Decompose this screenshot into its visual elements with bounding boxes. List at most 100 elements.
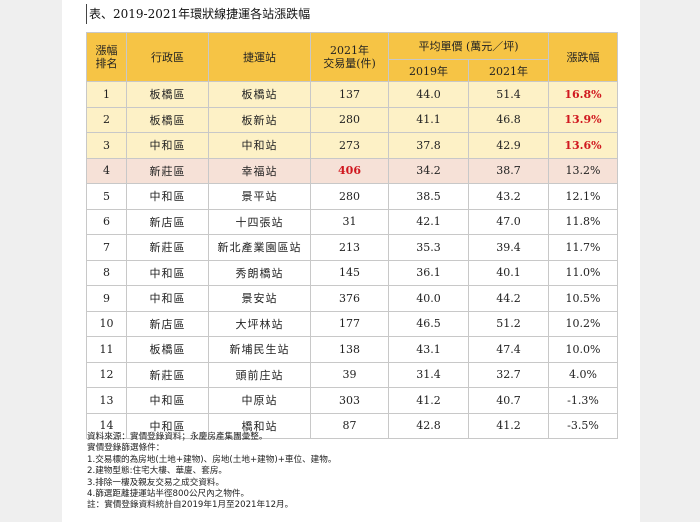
cell-p2019: 34.2 [388, 157, 469, 184]
cell-p2019: 31.4 [388, 361, 469, 388]
header-district: 行政區 [126, 32, 209, 82]
table-row: 10 新店區 大坪林站 177 46.5 51.2 10.2% [86, 310, 618, 337]
cell-p2021: 32.7 [468, 361, 549, 388]
cell-p2019: 35.3 [388, 234, 469, 261]
cell-p2019: 36.1 [388, 259, 469, 286]
cell-district: 新莊區 [126, 157, 209, 184]
table-row: 5 中和區 景平站 280 38.5 43.2 12.1% [86, 183, 618, 210]
cell-p2021: 47.4 [468, 336, 549, 363]
cell-volume: 31 [310, 208, 389, 235]
cell-change: 11.7% [548, 234, 618, 261]
source-notes: 資料來源：實價登錄資料；永慶房產集團彙整。 實價登錄篩選條件： 1.交易標的為房地(… [87, 432, 587, 512]
note-line: 2.建物型態:住宅大樓、華廈、套房。 [87, 466, 228, 477]
cell-change: 11.0% [548, 259, 618, 286]
cell-station: 景平站 [208, 183, 311, 210]
cell-volume: 137 [310, 81, 389, 108]
note-line: 註：實價登錄資料統計自2019年1月至2021年12月。 [87, 500, 294, 511]
cell-rank: 9 [86, 285, 127, 312]
cell-station: 幸福站 [208, 157, 311, 184]
cell-district: 板橋區 [126, 336, 209, 363]
cell-district: 中和區 [126, 412, 209, 439]
cell-rank: 14 [86, 412, 127, 439]
cell-district: 中和區 [126, 387, 209, 414]
cell-station: 秀朗橋站 [208, 259, 311, 286]
cell-p2021: 41.2 [468, 412, 549, 439]
cell-change: 10.0% [548, 336, 618, 363]
cell-station: 中原站 [208, 387, 311, 414]
cell-volume: 177 [310, 310, 389, 337]
cell-volume: 87 [310, 412, 389, 439]
cell-p2019: 42.1 [388, 208, 469, 235]
cell-change: 16.8% [548, 81, 618, 108]
cell-district: 板橋區 [126, 81, 209, 108]
cell-volume: 280 [310, 183, 389, 210]
cell-p2021: 40.1 [468, 259, 549, 286]
note-line: 1.交易標的為房地(土地+建物)、房地(土地+建物)+車位、建物。 [87, 454, 337, 465]
cell-rank: 1 [86, 81, 127, 108]
cell-p2019: 44.0 [388, 81, 469, 108]
table-title: 表、2019-2021年環狀線捷運各站漲跌幅 [86, 4, 310, 24]
cell-volume: 138 [310, 336, 389, 363]
cell-district: 新莊區 [126, 361, 209, 388]
table-row: 9 中和區 景安站 376 40.0 44.2 10.5% [86, 285, 618, 312]
cell-change: -3.5% [548, 412, 618, 439]
cell-rank: 12 [86, 361, 127, 388]
cell-volume: 145 [310, 259, 389, 286]
table-row: 13 中和區 中原站 303 41.2 40.7 -1.3% [86, 387, 618, 414]
cell-change: 10.5% [548, 285, 618, 312]
cell-volume: 406 [310, 157, 389, 184]
cell-rank: 2 [86, 106, 127, 133]
table-row: 3 中和區 中和站 273 37.8 42.9 13.6% [86, 132, 618, 159]
cell-p2021: 42.9 [468, 132, 549, 159]
table-body: 1 板橋區 板橋站 137 44.0 51.4 16.8% 2 板橋區 板新站 280 41.1 46.… [86, 81, 618, 439]
cell-station: 橋和站 [208, 412, 311, 439]
cell-station: 景安站 [208, 285, 311, 312]
cell-rank: 10 [86, 310, 127, 337]
cell-station: 板橋站 [208, 81, 311, 108]
cell-change: 13.9% [548, 106, 618, 133]
header-volume: 2021年 交易量(件) [310, 32, 389, 82]
header-change: 漲跌幅 [548, 32, 618, 82]
cell-volume: 303 [310, 387, 389, 414]
price-change-table: 漲幅 排名 行政區 捷運站 2021年 交易量(件) 平均單價 (萬元／坪) 漲… [86, 32, 618, 439]
cell-change: 12.1% [548, 183, 618, 210]
cell-p2019: 46.5 [388, 310, 469, 337]
cell-rank: 4 [86, 157, 127, 184]
cell-district: 新莊區 [126, 234, 209, 261]
cell-volume: 273 [310, 132, 389, 159]
cell-rank: 11 [86, 336, 127, 363]
cell-volume: 280 [310, 106, 389, 133]
cell-p2021: 39.4 [468, 234, 549, 261]
cell-change: 4.0% [548, 361, 618, 388]
cell-p2021: 47.0 [468, 208, 549, 235]
table-row: 8 中和區 秀朗橋站 145 36.1 40.1 11.0% [86, 259, 618, 286]
cell-rank: 8 [86, 259, 127, 286]
cell-p2021: 40.7 [468, 387, 549, 414]
cell-district: 中和區 [126, 132, 209, 159]
cell-p2019: 41.1 [388, 106, 469, 133]
cell-rank: 13 [86, 387, 127, 414]
cell-district: 中和區 [126, 285, 209, 312]
cell-change: 13.6% [548, 132, 618, 159]
note-line: 3.排除一樓及親友交易之成交資料。 [87, 477, 225, 488]
cell-change: -1.3% [548, 387, 618, 414]
header-rank-text: 漲幅 排名 [95, 44, 118, 70]
cell-station: 新埔民生站 [208, 336, 311, 363]
cell-p2021: 44.2 [468, 285, 549, 312]
cell-volume: 39 [310, 361, 389, 388]
cell-station: 頭前庄站 [208, 361, 311, 388]
cell-change: 13.2% [548, 157, 618, 184]
cell-p2019: 42.8 [388, 412, 469, 439]
header-volume-text: 2021年 交易量(件) [323, 44, 376, 70]
header-station: 捷運站 [208, 32, 311, 82]
cell-district: 板橋區 [126, 106, 209, 133]
cell-p2019: 43.1 [388, 336, 469, 363]
table-row: 4 新莊區 幸福站 406 34.2 38.7 13.2% [86, 157, 618, 184]
cell-p2021: 51.2 [468, 310, 549, 337]
cell-rank: 5 [86, 183, 127, 210]
cell-rank: 7 [86, 234, 127, 261]
cell-p2021: 38.7 [468, 157, 549, 184]
cell-p2021: 43.2 [468, 183, 549, 210]
cell-station: 十四張站 [208, 208, 311, 235]
table-row: 1 板橋區 板橋站 137 44.0 51.4 16.8% [86, 81, 618, 108]
